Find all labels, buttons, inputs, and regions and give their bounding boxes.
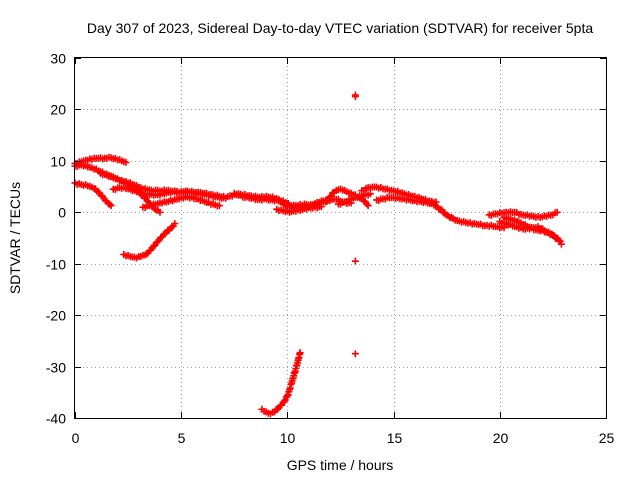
x-tick-label: 20: [493, 430, 509, 446]
data-point: [150, 242, 158, 250]
data-point: [364, 202, 372, 210]
y-tick-label: 0: [58, 205, 66, 221]
y-tick-label: -30: [46, 360, 66, 376]
x-axis-label: GPS time / hours: [287, 457, 394, 473]
data-point: [553, 208, 561, 216]
data-points: [71, 91, 565, 418]
x-tick-label: 0: [72, 430, 80, 446]
series-track-f: [139, 193, 223, 212]
data-point: [326, 193, 334, 201]
data-point: [94, 188, 102, 196]
series-track-n: [373, 193, 508, 232]
data-point: [280, 397, 288, 405]
x-tick-label: 5: [178, 430, 186, 446]
y-tick-label: 10: [50, 154, 66, 170]
series-track-q: [496, 218, 561, 243]
x-tick-label: 10: [280, 430, 296, 446]
y-tick-label: -40: [46, 411, 66, 427]
series-track-r: [258, 349, 304, 418]
y-tick-label: -20: [46, 308, 66, 324]
series-track-g: [120, 220, 179, 262]
data-point: [351, 350, 359, 358]
data-point: [351, 91, 359, 99]
data-point: [171, 220, 179, 228]
axis-ticks: 0 5 10 15 20 25 -40 -30 -20 -10 0 10 20 30: [46, 51, 615, 447]
plot-frame: [74, 57, 607, 419]
data-point: [553, 235, 561, 243]
x-tick-label: 25: [599, 430, 615, 446]
data-point: [322, 198, 330, 206]
data-point: [215, 202, 223, 210]
data-point: [273, 405, 281, 413]
series-track-c: [71, 179, 115, 210]
series-track-o: [485, 208, 561, 221]
data-point: [557, 240, 565, 248]
data-point: [296, 349, 304, 357]
grid-lines: [75, 58, 606, 418]
data-point: [351, 257, 359, 265]
data-point: [317, 203, 325, 211]
x-tick-label: 15: [387, 430, 403, 446]
series-track-l: [334, 190, 374, 208]
y-tick-label: 20: [50, 102, 66, 118]
data-point: [122, 158, 130, 166]
series-track-e: [109, 183, 181, 199]
series-isolated: [351, 91, 359, 358]
chart-title: Day 307 of 2023, Sidereal Day-to-day VTE…: [87, 20, 594, 36]
y-tick-label: -10: [46, 257, 66, 273]
series-track-j: [273, 203, 325, 216]
data-point: [106, 200, 114, 208]
data-point: [107, 202, 115, 210]
y-tick-label: 30: [50, 51, 66, 67]
data-point: [366, 190, 374, 198]
y-axis-label: SDTVAR / TECUs: [7, 182, 23, 294]
data-point: [156, 208, 164, 216]
